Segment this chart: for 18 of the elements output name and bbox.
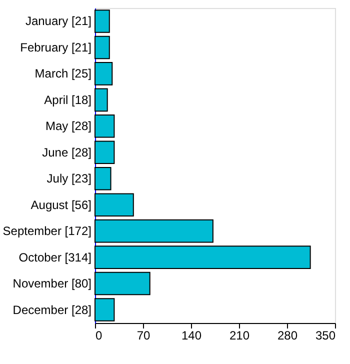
y-tick-label: May [28] bbox=[45, 119, 92, 134]
y-tick-label: January [21] bbox=[25, 14, 92, 28]
y-tick-label: March [25] bbox=[34, 66, 92, 81]
x-tick-label: 0 bbox=[96, 328, 102, 342]
x-tick-label: 70 bbox=[136, 328, 150, 342]
x-tick-label: 280 bbox=[277, 328, 298, 342]
y-tick-label: December [28] bbox=[12, 302, 92, 317]
y-tick-label: October [314] bbox=[18, 250, 92, 264]
y-tick-label: April [18] bbox=[44, 92, 92, 107]
y-tick-label: February [21] bbox=[20, 40, 92, 54]
y-tick-label: August [56] bbox=[30, 198, 92, 212]
x-tick-label: 210 bbox=[229, 328, 250, 342]
y-tick-label: July [23] bbox=[46, 172, 92, 186]
y-tick-label: November [80] bbox=[12, 276, 92, 291]
x-tick-label: 350 bbox=[315, 328, 336, 342]
y-tick-label: September [172] bbox=[2, 224, 92, 238]
x-tick-label: 140 bbox=[181, 328, 202, 342]
y-tick-label: June [28] bbox=[42, 145, 92, 160]
